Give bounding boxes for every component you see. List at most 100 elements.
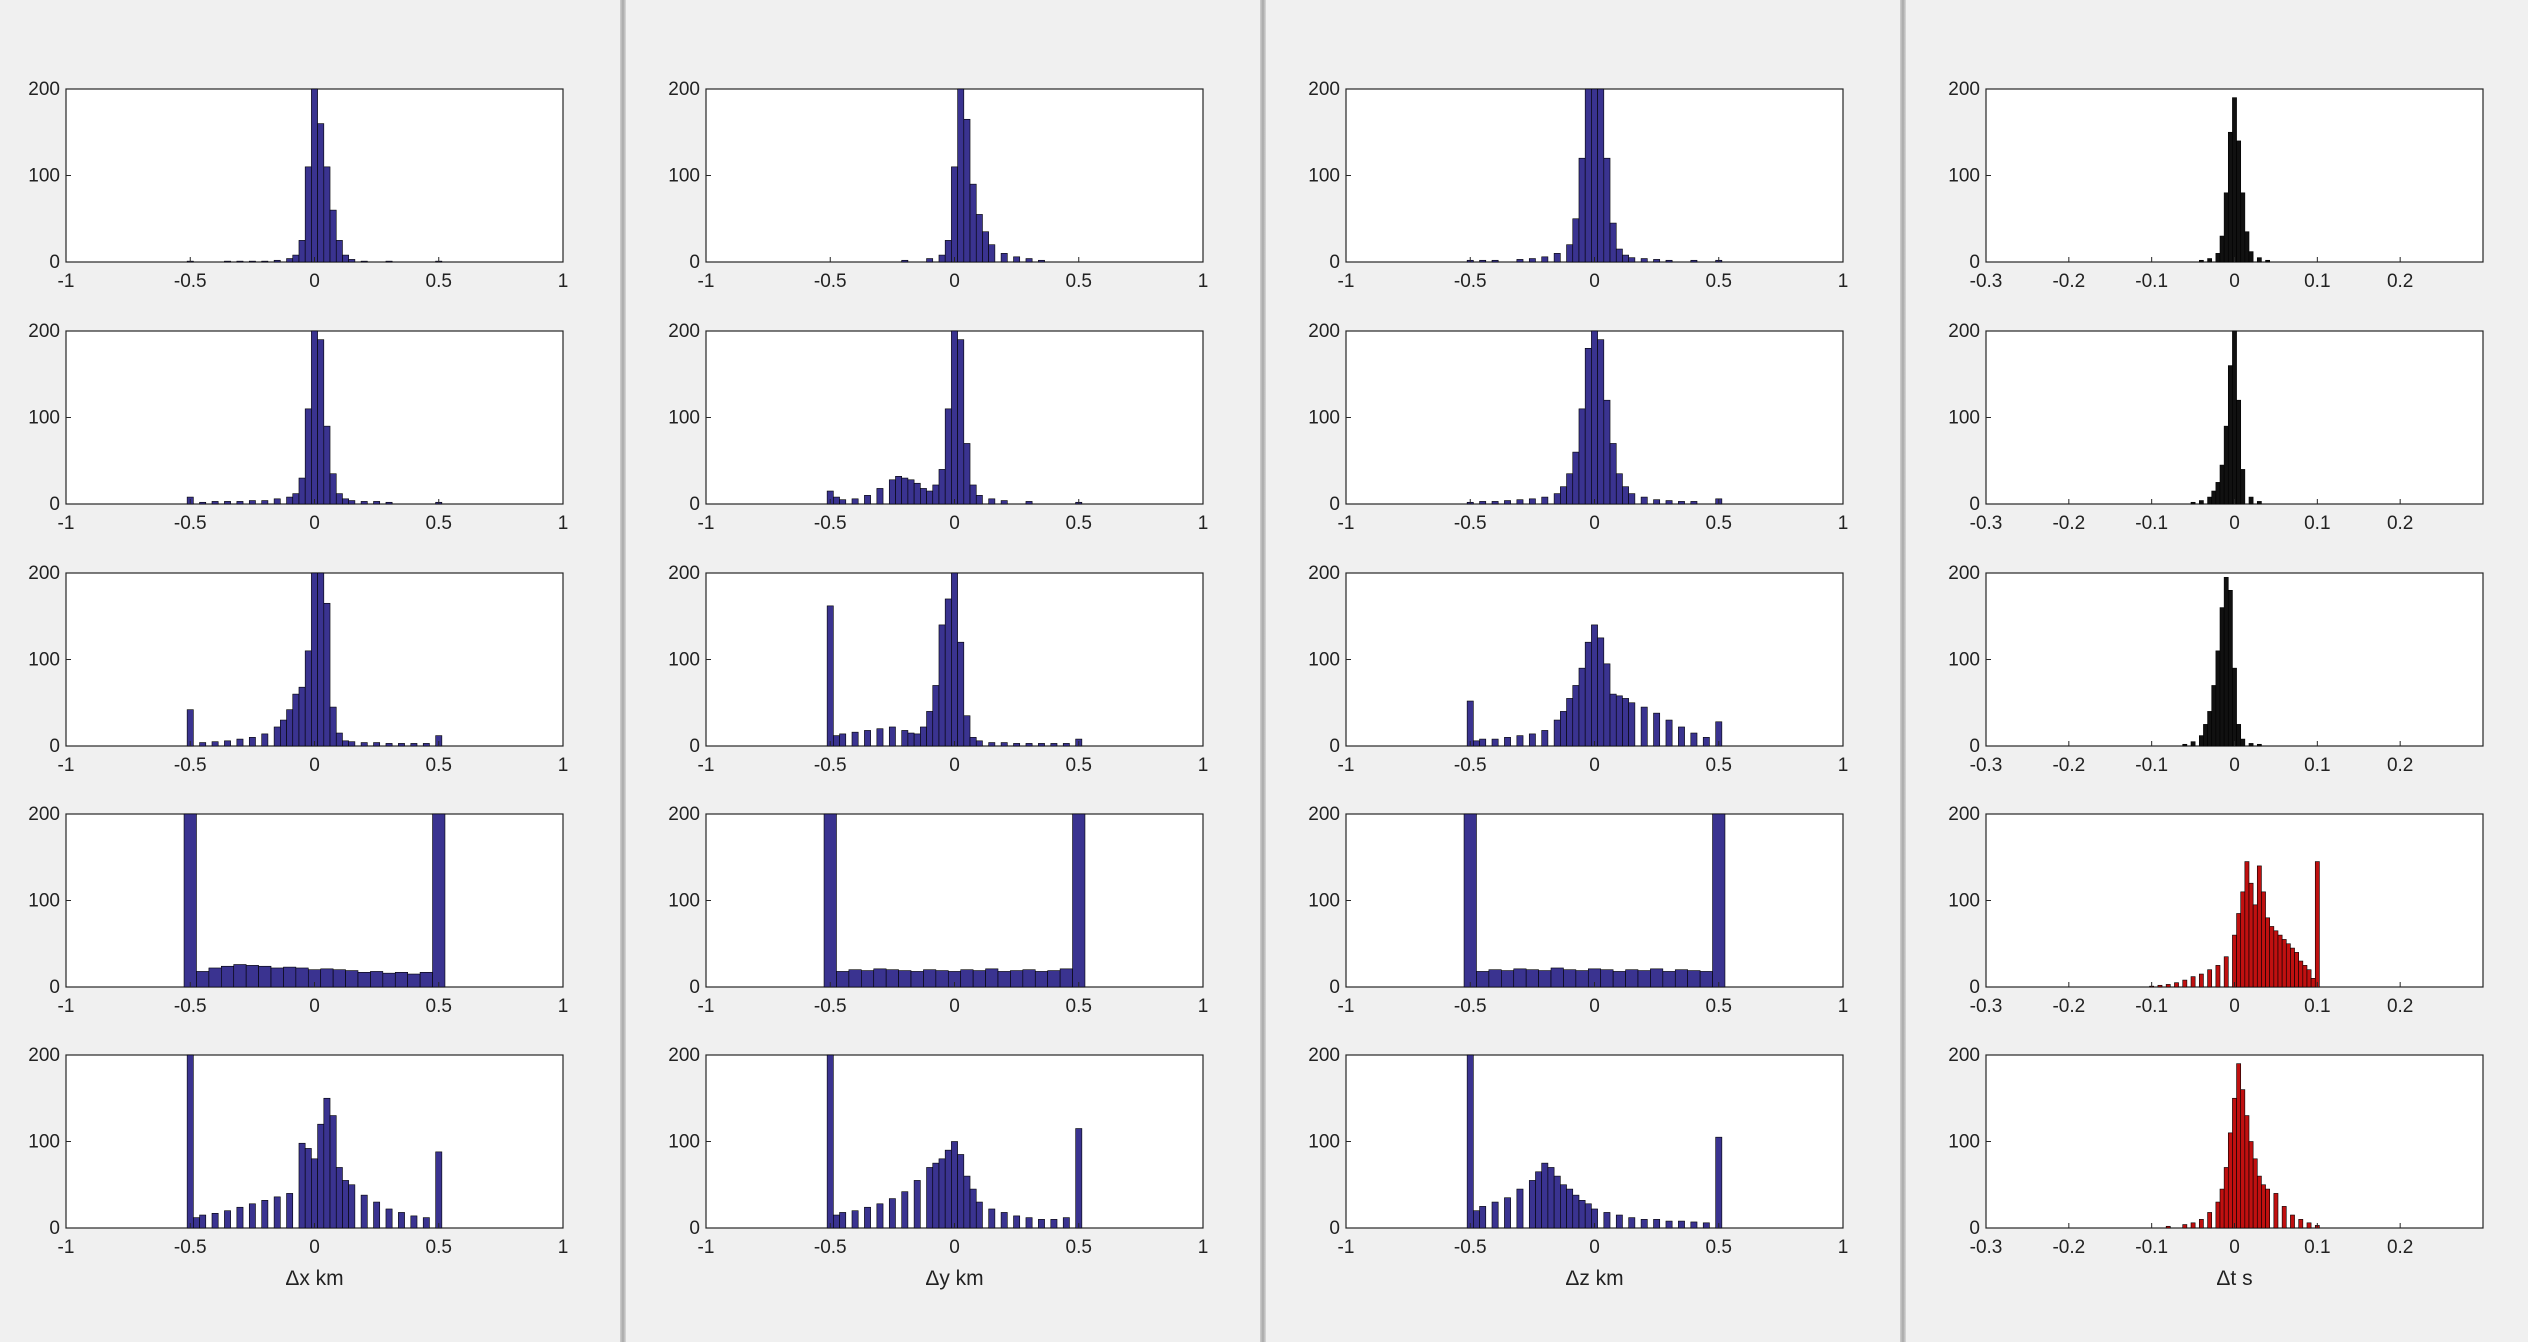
histogram-bar [988,742,996,747]
histogram-bar [2232,1097,2237,1229]
x-tick-label: -0.5 [174,755,207,776]
histogram-1-4: -1 -0.5 0 0.5 1 0 100 200 [28,804,568,1017]
histogram-bar [826,605,834,747]
histogram-bar [1476,971,1490,988]
y-tick-label: 0 [1969,494,1980,515]
histogram-bar [224,1210,231,1229]
x-tick-label: -1 [698,1237,715,1258]
histogram-bar [360,501,368,505]
histogram-bar [975,495,983,505]
histogram-bar [2236,140,2242,263]
histogram-bar [839,499,847,505]
histogram-bar [1575,970,1589,988]
histogram-bar [2298,960,2304,988]
histogram-bar [1528,258,1536,263]
histogram-bar [2165,1225,2171,1229]
histogram-bar [323,425,331,505]
histogram-bar [926,490,934,505]
histogram-bar [1678,726,1685,747]
histogram-bar [975,1201,983,1229]
histogram-bar [901,1191,909,1229]
histogram-bar [2298,1219,2304,1229]
histogram-bar [2198,735,2204,747]
x-tick-label: 0.5 [426,1237,452,1258]
histogram-bar [1479,1206,1487,1229]
x-tick-label: -0.3 [1970,271,2003,292]
histogram-bar [1640,1219,1648,1229]
histogram-2-1: -1 -0.5 0 0.5 1 0 100 200 [668,79,1208,292]
histogram-bar [910,971,924,988]
x-tick-label: 0.5 [426,513,452,534]
panel-divider[interactable] [620,0,626,1342]
y-tick-label: 0 [1969,1218,1980,1239]
histogram-bar [2248,743,2254,747]
histogram-bar [2252,1158,2258,1229]
histogram-bar [2261,891,2266,988]
histogram-bar [951,330,958,505]
histogram-bar [1637,970,1651,988]
histogram-bar [373,1201,381,1229]
histogram-bar [975,740,983,747]
histogram-bar [833,735,840,747]
x-tick-label: -1 [58,755,75,776]
x-tick-label: -0.5 [1454,271,1487,292]
y-tick-label: 0 [1329,252,1340,273]
histogram-bar [1050,1219,1058,1229]
histogram-bar [329,706,337,747]
x-tick-label: 0.2 [2387,996,2413,1017]
histogram-bar [864,1206,871,1229]
histogram-bar [1584,1203,1592,1229]
x-tick-label: 0 [949,1237,960,1258]
histogram-bar [221,965,235,988]
x-axis-label: Δz km [1565,1267,1623,1290]
histogram-bar [2248,496,2254,505]
x-tick-label: -0.3 [1970,755,2003,776]
x-tick-label: 0 [1589,755,1600,776]
x-tick-label: 0.5 [1066,1237,1092,1258]
histogram-bar [292,693,300,747]
histogram-bar [963,118,971,263]
histogram-bar [261,733,269,747]
x-tick-label: -0.1 [2135,513,2168,534]
y-tick-label: 0 [1329,1218,1340,1239]
histogram-bar [1578,1200,1586,1229]
panel-divider[interactable] [1260,0,1266,1342]
x-tick-label: 0.2 [2387,755,2413,776]
histogram-bar [432,813,446,988]
x-tick-label: 0.5 [426,271,452,292]
histogram-bar [2227,1132,2233,1229]
histogram-bar [236,738,244,747]
histogram-bar [944,240,952,263]
x-tick-label: 0 [2229,1237,2240,1258]
histogram-bar [1609,443,1617,505]
histogram-bar [2223,192,2229,263]
x-tick-label: -0.2 [2052,271,2085,292]
histogram-bar [2165,984,2171,988]
x-tick-label: 1 [1198,271,1209,292]
histogram-bar [997,971,1011,988]
histogram-bar [963,715,971,747]
histogram-bar [211,741,219,747]
y-tick-label: 100 [1948,650,1980,671]
histogram-bar [944,598,952,747]
y-tick-label: 0 [1329,494,1340,515]
x-tick-label: 0.5 [1706,1237,1732,1258]
histogram-bar [304,650,312,747]
x-tick-label: -0.2 [2052,1237,2085,1258]
histogram-bar [1566,244,1574,263]
y-tick-label: 100 [668,1132,700,1153]
histogram-bar [2285,943,2291,988]
x-tick-label: 0.1 [2304,271,2330,292]
histogram-bar [382,972,396,988]
histogram-bar [1528,1180,1536,1229]
histogram-bar [342,1180,349,1229]
histogram-bar [1597,88,1605,263]
histogram-bar [348,259,356,263]
histogram-bar [261,260,269,263]
histogram-bar [335,240,343,263]
y-tick-label: 100 [1308,650,1340,671]
histogram-bar [1563,969,1577,988]
panel-divider[interactable] [1900,0,1906,1342]
histogram-bar [2252,904,2258,988]
histogram-bar [224,260,231,263]
